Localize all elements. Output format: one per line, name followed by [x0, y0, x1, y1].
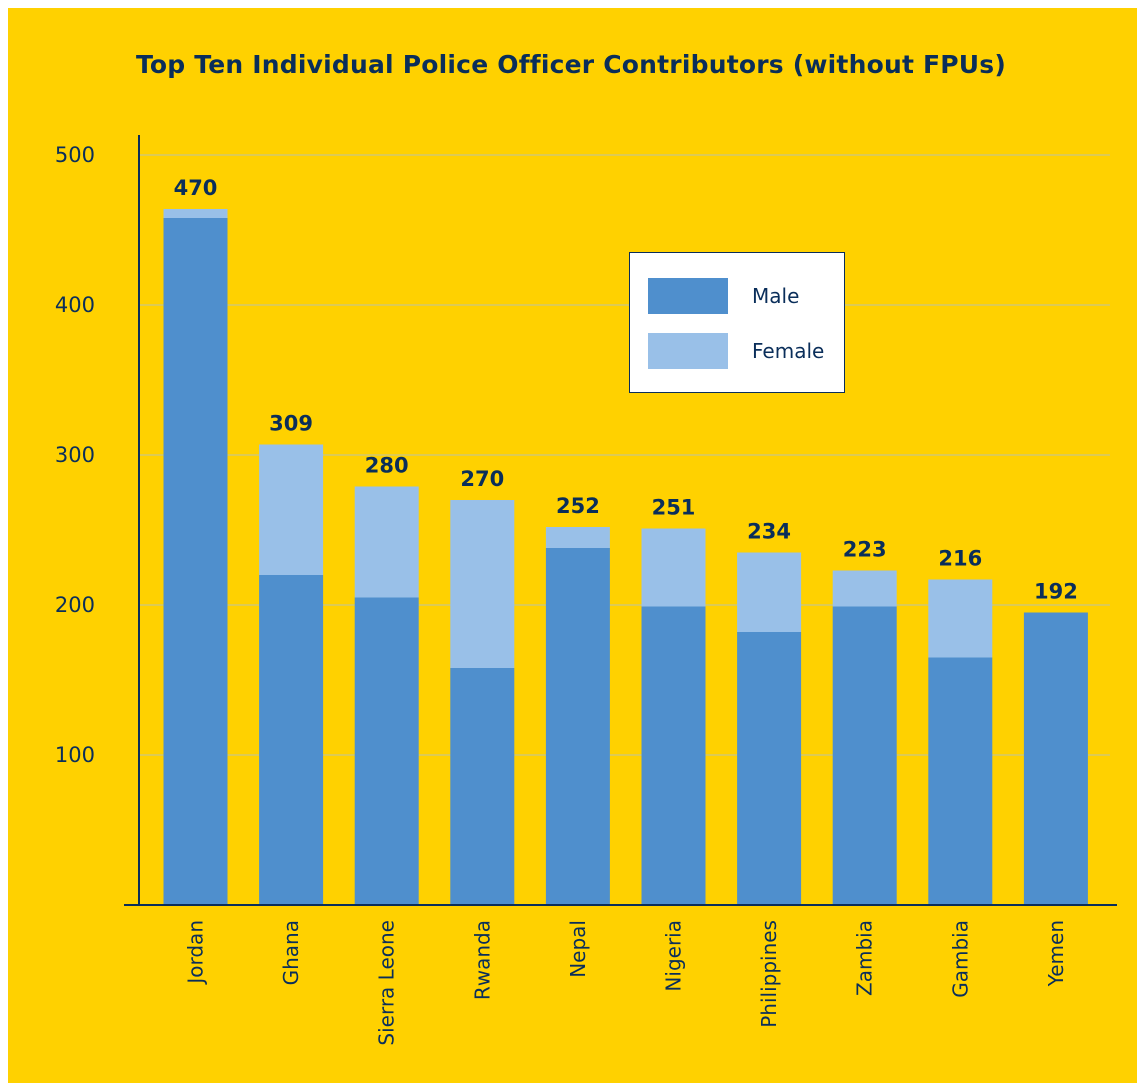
x-tick-label-jordan: Jordan: [184, 920, 208, 986]
bar-female-nigeria: [641, 528, 706, 607]
bar-male-nigeria: [641, 606, 706, 905]
x-tick-label-rwanda: Rwanda: [470, 920, 494, 1000]
legend-swatch-male: [648, 278, 728, 314]
bar-female-philippines: [737, 552, 802, 632]
data-label-philippines: 234: [747, 520, 791, 544]
data-label-jordan: 470: [174, 176, 218, 200]
data-label-sierra-leone: 280: [365, 454, 409, 478]
bar-female-sierra-leone: [354, 486, 419, 598]
legend-label-female: Female: [752, 339, 825, 363]
bar-female-jordan: [163, 209, 228, 218]
x-tick-label-yemen: Yemen: [1044, 920, 1068, 987]
y-tick-label-400: 400: [55, 293, 95, 317]
data-label-rwanda: 270: [460, 467, 504, 491]
bar-male-jordan: [163, 218, 228, 905]
x-tick-label-gambia: Gambia: [948, 920, 972, 998]
bar-male-ghana: [259, 575, 324, 905]
bar-female-nepal: [545, 527, 610, 548]
x-tick-label-zambia: Zambia: [853, 920, 877, 996]
legend-label-male: Male: [752, 284, 800, 308]
x-tick-label-sierra-leone: Sierra Leone: [375, 920, 399, 1046]
data-label-gambia: 216: [938, 547, 982, 571]
x-tick-label-ghana: Ghana: [279, 920, 303, 985]
x-tick-label-nigeria: Nigeria: [662, 920, 686, 992]
bar-male-gambia: [928, 657, 993, 905]
data-label-yemen: 192: [1034, 580, 1078, 604]
data-label-nigeria: 251: [652, 496, 696, 520]
data-label-zambia: 223: [843, 538, 887, 562]
data-label-ghana: 309: [269, 412, 313, 436]
bar-male-rwanda: [450, 668, 515, 905]
bar-female-zambia: [832, 570, 897, 607]
legend-swatch-female: [648, 333, 728, 369]
x-tick-label-philippines: Philippines: [757, 920, 781, 1028]
y-tick-label-500: 500: [55, 143, 95, 167]
bar-female-ghana: [259, 444, 324, 575]
y-tick-label-200: 200: [55, 593, 95, 617]
x-tick-label-nepal: Nepal: [566, 920, 590, 978]
bar-male-philippines: [737, 632, 802, 905]
y-tick-label-300: 300: [55, 443, 95, 467]
bar-female-rwanda: [450, 500, 515, 668]
bar-female-gambia: [928, 579, 993, 658]
data-label-nepal: 252: [556, 494, 600, 518]
chart-title: Top Ten Individual Police Officer Contri…: [135, 50, 1007, 79]
legend-item-female: Female: [648, 333, 824, 369]
y-tick-label-100: 100: [55, 743, 95, 767]
bar-male-nepal: [545, 548, 610, 905]
bar-male-zambia: [832, 606, 897, 905]
legend: Male Female: [629, 252, 845, 393]
bar-male-sierra-leone: [354, 597, 419, 905]
legend-item-male: Male: [648, 278, 799, 314]
bar-male-yemen: [1023, 612, 1088, 905]
